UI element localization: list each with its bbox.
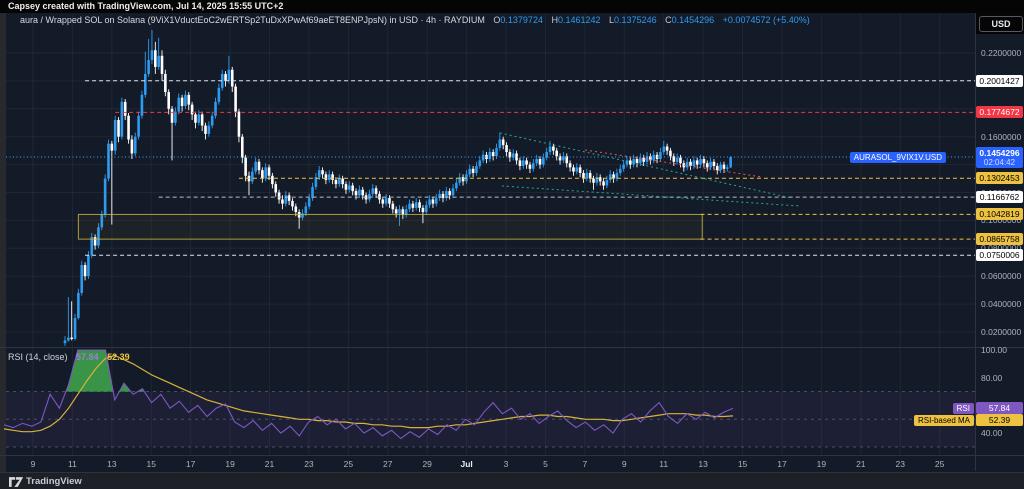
- time-axis-label: 15: [737, 459, 748, 469]
- rsi-ma-legend-value: 52.39: [107, 352, 130, 362]
- time-axis-label: 3: [503, 459, 509, 469]
- time-axis-label: 27: [383, 459, 393, 469]
- time-axis-label: 25: [934, 459, 945, 469]
- rsi-value-badge: 57.84: [976, 402, 1023, 415]
- price-axis-level-badge: 0.1302453: [976, 172, 1023, 185]
- current-price-value: 0.1454296: [979, 148, 1020, 159]
- price-axis-label: 0.0600000: [981, 271, 1022, 282]
- price-axis-level-badge: 0.0865758: [976, 233, 1023, 246]
- time-axis-label: 5: [543, 459, 548, 469]
- attribution-text: Capsey created with TradingView.com, Jul…: [8, 1, 284, 11]
- low-label: L: [609, 15, 615, 25]
- time-axis-separator: [0, 455, 1024, 456]
- price-axis-label: 0.1000000: [981, 215, 1022, 226]
- change-value: +0.0074572 (+5.40%): [722, 15, 810, 25]
- time-axis-label: 23: [895, 459, 905, 469]
- price-axis-label: 0.1600000: [981, 131, 1022, 142]
- current-price-badge: 0.1454296 02:04:42: [976, 147, 1023, 169]
- price-axis-level-badge: 0.1166762: [976, 191, 1023, 204]
- time-axis-label: 25: [343, 459, 354, 469]
- time-axis-label: 29: [422, 459, 432, 469]
- symbol-title[interactable]: aura / Wrapped SOL on Solana (9ViX1Vduct…: [20, 15, 485, 25]
- time-axis-label: 21: [856, 459, 866, 469]
- price-axis-separator: [975, 13, 976, 471]
- time-axis-label: 13: [107, 459, 117, 469]
- high-value: 0.1461242: [557, 15, 601, 25]
- left-gutter: [0, 13, 6, 472]
- tradingview-logo-icon[interactable]: [9, 477, 24, 487]
- close-value: 0.1454296: [671, 15, 715, 25]
- rsi-legend[interactable]: RSI (14, close) 57.84 52.39: [8, 352, 130, 362]
- time-axis-label: 23: [304, 459, 314, 469]
- bar-countdown: 02:04:42: [983, 158, 1016, 168]
- rsi-legend-title[interactable]: RSI (14, close): [8, 352, 68, 362]
- axis-top-patch: [976, 13, 1024, 34]
- price-line-pair-label: AURASOL_9VIX1V.USD: [849, 151, 946, 163]
- time-axis-label: 7: [582, 459, 588, 469]
- time-axis-label: 13: [698, 459, 708, 469]
- price-axis-level-badge: 0.1042819: [976, 208, 1023, 221]
- price-axis-level-badge: 0.2001427: [976, 74, 1023, 87]
- close-label: C: [665, 15, 672, 25]
- rsi-ma-line-tag: RSI-based MA: [913, 414, 974, 426]
- price-axis-label: 0.0800000: [981, 243, 1021, 253]
- currency-toggle-button[interactable]: USD: [979, 16, 1023, 32]
- time-axis-label: 9: [621, 459, 627, 469]
- pane-separator[interactable]: [0, 347, 1024, 348]
- rsi-line-tag: RSI: [952, 402, 974, 414]
- price-axis-label: 0.0200000: [981, 327, 1022, 337]
- price-axis-label: 0.2200000: [981, 48, 1022, 58]
- high-label: H: [551, 15, 558, 25]
- time-axis-label: 9: [30, 459, 36, 469]
- time-axis-label: 19: [816, 459, 827, 469]
- rsi-axis-label: 40.00: [981, 428, 1003, 439]
- rsi-legend-value: 57.84: [76, 352, 99, 362]
- open-value: 0.1379724: [500, 15, 543, 25]
- time-axis-label: 19: [225, 459, 235, 469]
- price-axis-level-badge: 0.0750006: [976, 249, 1023, 262]
- rsi-axis-label: 100.00: [981, 345, 1007, 355]
- open-label: O: [493, 15, 501, 25]
- time-axis-label: 17: [185, 459, 196, 469]
- footer-bar: TradingView: [0, 472, 1024, 489]
- symbol-legend[interactable]: aura / Wrapped SOL on Solana (9ViX1Vduct…: [20, 15, 810, 27]
- time-axis-label: 17: [777, 459, 787, 469]
- time-axis-label: Jul: [460, 459, 473, 469]
- rsi-axis-label: 80.00: [981, 372, 1003, 383]
- price-axis-label: 0.0400000: [981, 299, 1022, 310]
- time-axis-label: 15: [146, 459, 156, 469]
- price-axis-level-badge: 0.1774672: [976, 106, 1023, 119]
- time-axis-label: 11: [67, 459, 77, 469]
- rsi-ma-value-badge: 52.39: [976, 414, 1023, 427]
- tradingview-brand-text[interactable]: TradingView: [26, 476, 82, 487]
- time-axis-label: 21: [264, 459, 275, 469]
- attribution-bar: Capsey created with TradingView.com, Jul…: [0, 0, 1024, 13]
- time-axis-label: 11: [659, 459, 669, 469]
- low-value: 0.1375246: [614, 15, 657, 25]
